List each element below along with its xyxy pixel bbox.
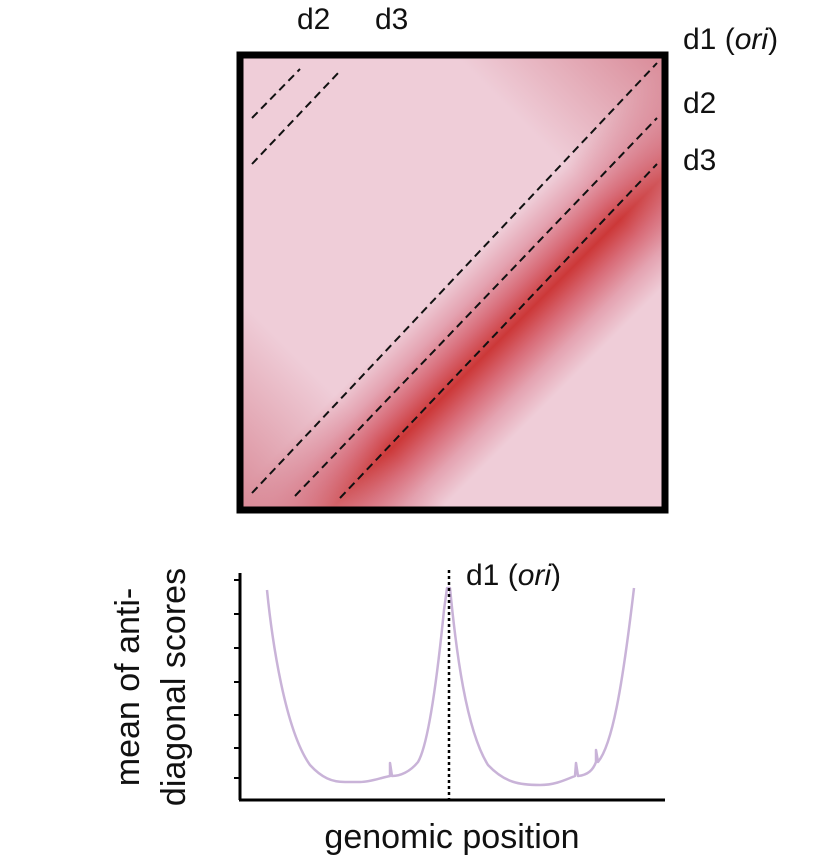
y-axis-title: mean of anti- diagonal scores: [109, 568, 193, 806]
top-label-d3: d3: [375, 3, 408, 36]
right-label-d1: d1 (ori): [683, 23, 778, 56]
profile-line: [265, 586, 636, 787]
anti-diagonal-lines: [251, 62, 658, 499]
peak-label-d1: d1 (ori): [466, 559, 561, 592]
y-ticks: [234, 579, 240, 779]
d2-anti-diagonal: [294, 117, 658, 497]
d3-corner-anti-diagonal: [251, 70, 341, 165]
d1-anti-diagonal: [251, 62, 658, 494]
d3-anti-diagonal: [339, 163, 658, 499]
svg-text:mean of anti-: mean of anti-: [109, 588, 147, 786]
right-label-d3: d3: [683, 144, 716, 177]
top-label-d2: d2: [297, 3, 330, 36]
profile-axes: [234, 573, 665, 802]
d2-corner-anti-diagonal: [251, 68, 301, 119]
heatmap-frame: [236, 51, 669, 514]
right-label-d2: d2: [683, 87, 716, 120]
svg-text:diagonal scores: diagonal scores: [155, 568, 193, 806]
x-axis-title: genomic position: [324, 818, 579, 856]
